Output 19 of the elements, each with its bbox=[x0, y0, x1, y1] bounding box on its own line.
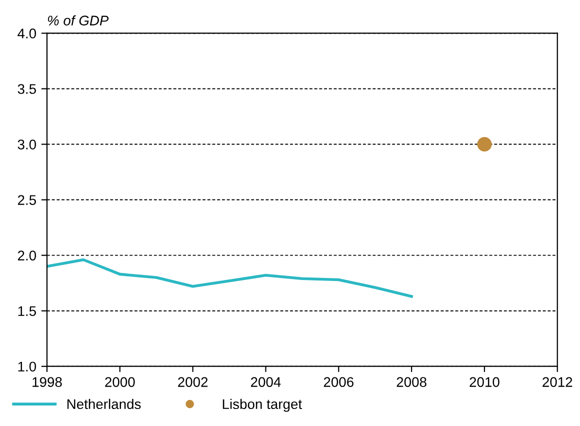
x-tick-label: 2012 bbox=[542, 377, 572, 387]
x-tick-label: 2004 bbox=[250, 377, 281, 387]
x-tick-label: 2002 bbox=[178, 377, 208, 387]
y-tick-label: 4.0 bbox=[18, 28, 36, 38]
x-tick-label: 2008 bbox=[396, 377, 426, 387]
y-axis-title: % of GDP bbox=[48, 15, 109, 26]
y-tick-label: 3.0 bbox=[18, 140, 36, 150]
x-tick-label: 1998 bbox=[32, 377, 62, 387]
x-tick-label: 2010 bbox=[470, 377, 500, 387]
x-tick-label: 2006 bbox=[324, 377, 354, 387]
y-tick-label: 1.5 bbox=[18, 306, 36, 316]
x-tick-label: 2000 bbox=[105, 377, 135, 387]
line-series bbox=[46, 258, 413, 298]
legend-label: Lisbon target bbox=[222, 398, 302, 412]
y-tick-label: 3.5 bbox=[18, 84, 36, 94]
y-tick-label: 2.5 bbox=[18, 195, 36, 205]
y-tick-label: 1.0 bbox=[18, 362, 36, 372]
legend-label: Netherlands bbox=[67, 398, 141, 410]
y-tick-label: 2.0 bbox=[18, 250, 36, 260]
